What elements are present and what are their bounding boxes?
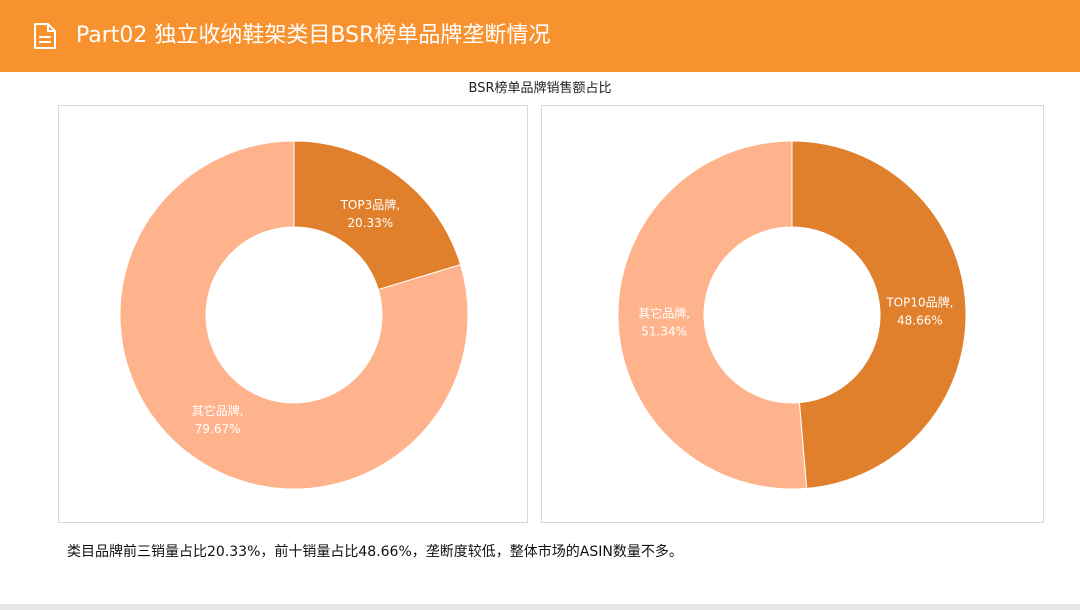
slice-label-top3-0-name: TOP3品牌, (340, 198, 400, 212)
slice-top3-1 (119, 140, 469, 490)
summary-text: 类目品牌前三销量占比20.33%，前十销量占比48.66%，垄断度较低，整体市场… (67, 544, 683, 560)
slice-label-top10-1-value: 51.34% (641, 324, 687, 338)
slice-label-top10-0-value: 48.66% (897, 314, 943, 328)
donut-chart-top3-svg: TOP3品牌, 20.33% 其它品牌, 79.67% (119, 140, 469, 490)
slice-label-top3-1-name: 其它品牌, (192, 403, 244, 418)
slice-label-top3-0-value: 20.33% (347, 216, 393, 230)
slice-top10-0 (791, 140, 967, 489)
page-title: Part02 独立收纳鞋架类目BSR榜单品牌垄断情况 (76, 23, 551, 48)
slice-label-top10-0-name: TOP10品牌, (885, 296, 953, 310)
slice-label-top10-1-name: 其它品牌, (638, 305, 690, 320)
slice-top3-0 (293, 140, 462, 291)
page-header: Part02 独立收纳鞋架类目BSR榜单品牌垄断情况 (0, 0, 1080, 72)
document-icon (34, 23, 56, 49)
bottom-divider (0, 604, 1080, 610)
donut-chart-top10: TOP10品牌, 48.66% 其它品牌, 51.34% (541, 105, 1044, 523)
donut-chart-top3: TOP3品牌, 20.33% 其它品牌, 79.67% (58, 105, 528, 523)
section-title: BSR榜单品牌销售额占比 (468, 81, 612, 96)
slice-label-top3-1-value: 79.67% (195, 422, 241, 436)
slice-top10-1 (617, 140, 808, 490)
donut-chart-top10-svg: TOP10品牌, 48.66% 其它品牌, 51.34% (617, 140, 967, 490)
